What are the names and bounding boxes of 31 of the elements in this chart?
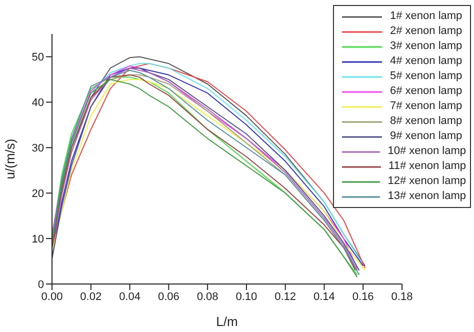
x-tick-label: 0.16 — [352, 290, 374, 303]
x-tick-label: 0.10 — [236, 290, 258, 303]
x-tick-label: 0.06 — [158, 290, 180, 303]
legend-label: 13# xenon lamp — [388, 189, 466, 204]
y-tick-label: 0 — [38, 278, 44, 291]
legend-label: 5# xenon lamp — [390, 69, 462, 84]
legend-label: 3# xenon lamp — [390, 39, 462, 54]
legend-label: 1# xenon lamp — [390, 9, 462, 24]
legend-label: 7# xenon lamp — [390, 99, 462, 114]
x-tick-label: 0.02 — [80, 290, 102, 303]
legend-label: 4# xenon lamp — [390, 54, 462, 69]
legend-label: 6# xenon lamp — [390, 84, 462, 99]
y-tick-label: 50 — [32, 52, 44, 64]
x-tick-label: 0.08 — [196, 290, 218, 303]
y-tick-label: 40 — [32, 97, 44, 110]
x-tick-label: 0.12 — [274, 290, 296, 303]
y-tick-label: 20 — [32, 188, 44, 200]
legend-label: 2# xenon lamp — [390, 24, 462, 39]
legend-label: 9# xenon lamp — [390, 129, 462, 144]
x-axis-title: L/m — [216, 314, 238, 329]
y-tick-label: 30 — [32, 142, 44, 155]
legend-label: 8# xenon lamp — [390, 114, 462, 129]
x-tick-label: 0.04 — [119, 290, 140, 303]
x-tick-label: 0.18 — [391, 290, 413, 303]
y-tick-label: 10 — [32, 233, 44, 246]
legend-label: 10# xenon lamp — [388, 144, 466, 159]
legend-label: 11# xenon lamp — [388, 159, 466, 174]
y-axis-title: u/(m/s) — [2, 138, 18, 180]
x-tick-label: 0.00 — [41, 290, 63, 303]
x-tick-label: 0.14 — [314, 290, 335, 303]
legend-label: 12# xenon lamp — [388, 174, 466, 189]
